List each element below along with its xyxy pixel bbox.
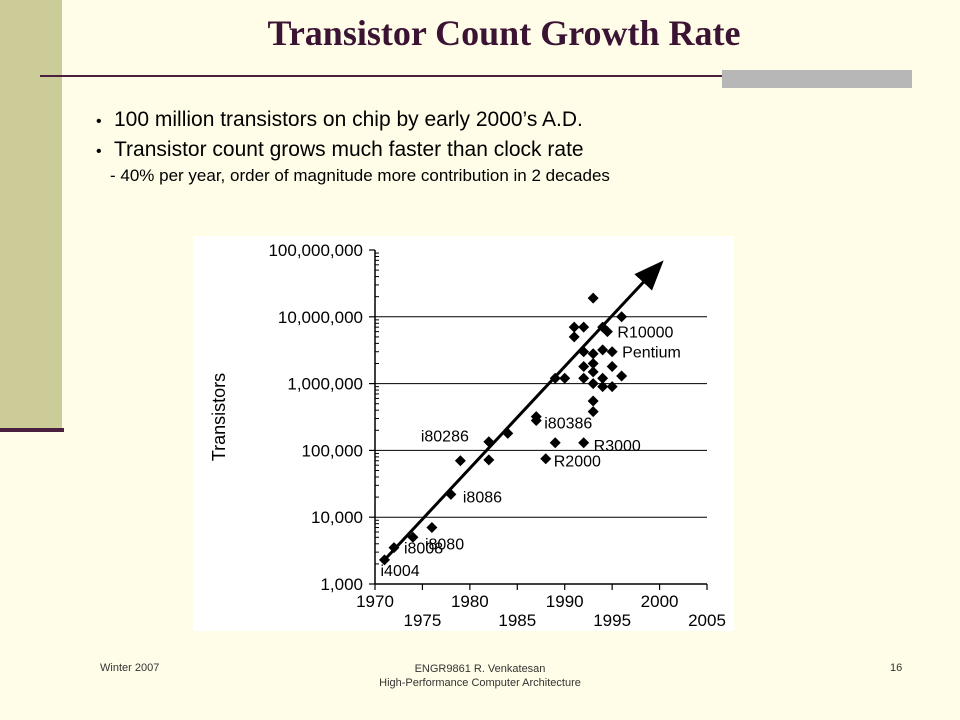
data-point bbox=[578, 346, 590, 358]
chart-panel: 1,000 10,000 100,000 1,000,000 10,000,000 100… bbox=[193, 236, 734, 631]
x-tick-label: 2000 bbox=[641, 592, 679, 611]
data-point bbox=[540, 453, 552, 465]
point-label: i8080 bbox=[425, 536, 464, 553]
footer-date: Winter 2007 bbox=[100, 662, 160, 674]
data-point bbox=[597, 372, 609, 384]
point-label: i80286 bbox=[421, 429, 469, 446]
trend-arrow bbox=[383, 260, 664, 561]
left-decor-rule bbox=[0, 428, 64, 432]
title-accent-block bbox=[722, 70, 912, 88]
footer-course-line1: ENGR9861 R. Venkatesan bbox=[414, 663, 546, 675]
data-point bbox=[587, 366, 599, 378]
data-point bbox=[549, 372, 561, 384]
data-point bbox=[426, 522, 438, 534]
point-label: R2000 bbox=[554, 454, 601, 471]
data-point bbox=[616, 311, 628, 323]
y-tick-label: 100,000 bbox=[302, 441, 363, 460]
data-point bbox=[445, 488, 457, 500]
x-tick-label: 1985 bbox=[498, 611, 536, 630]
bullet-dot: • bbox=[96, 113, 102, 130]
footer-course: ENGR9861 R. Venkatesan High-Performance … bbox=[330, 662, 630, 690]
data-point bbox=[559, 372, 571, 384]
data-point bbox=[578, 361, 590, 373]
data-point bbox=[597, 344, 609, 356]
y-tick-label: 1,000 bbox=[320, 575, 363, 594]
data-point bbox=[606, 346, 618, 358]
data-point bbox=[606, 381, 618, 393]
data-point bbox=[597, 381, 609, 393]
bullet-dot: • bbox=[96, 143, 102, 160]
bullet-item: • Transistor count grows much faster tha… bbox=[96, 138, 936, 162]
data-point bbox=[587, 406, 599, 418]
point-label: i8008 bbox=[404, 541, 443, 558]
data-point bbox=[568, 321, 580, 333]
data-point bbox=[388, 542, 400, 554]
point-label: Pentium bbox=[622, 345, 681, 362]
data-point bbox=[454, 455, 466, 467]
x-tick-label: 1970 bbox=[356, 592, 394, 611]
point-label: i8086 bbox=[463, 489, 502, 506]
sub-bullet: - 40% per year, order of magnitude more … bbox=[110, 166, 610, 185]
bullet-item: • 100 million transistors on chip by ear… bbox=[96, 108, 936, 132]
title-rule bbox=[40, 75, 912, 77]
y-tick-label: 100,000,000 bbox=[268, 241, 363, 260]
x-tick-label: 1980 bbox=[451, 592, 489, 611]
slide-title: Transistor Count Growth Rate bbox=[267, 13, 741, 53]
data-point bbox=[578, 372, 590, 384]
y-tick-label: 10,000 bbox=[311, 508, 363, 527]
x-tick-label: 1995 bbox=[593, 611, 631, 630]
data-point bbox=[578, 437, 590, 449]
data-point bbox=[483, 436, 495, 448]
data-point bbox=[530, 415, 542, 427]
point-label: i80386 bbox=[544, 416, 592, 433]
data-point bbox=[378, 554, 390, 566]
data-point bbox=[587, 395, 599, 407]
x-tick-label: 2005 bbox=[688, 611, 726, 630]
left-decor-bar bbox=[0, 0, 62, 428]
data-point bbox=[587, 357, 599, 369]
point-label: R3000 bbox=[594, 438, 641, 455]
x-tick-label: 1990 bbox=[546, 592, 584, 611]
data-point bbox=[601, 326, 613, 338]
y-tick-label: 1,000,000 bbox=[287, 375, 363, 394]
y-tick-label: 10,000,000 bbox=[278, 308, 363, 327]
point-label: R10000 bbox=[617, 325, 673, 342]
data-point bbox=[549, 437, 561, 449]
bullet-text: 100 million transistors on chip by early… bbox=[114, 108, 583, 131]
data-point bbox=[587, 378, 599, 390]
point-label: i4004 bbox=[380, 563, 419, 580]
data-point bbox=[407, 531, 419, 543]
transistor-chart: 1,000 10,000 100,000 1,000,000 10,000,000 100… bbox=[209, 241, 726, 630]
data-point bbox=[587, 348, 599, 360]
page-number: 16 bbox=[890, 662, 903, 674]
data-point bbox=[578, 321, 590, 333]
footer-course-line2: High-Performance Computer Architecture bbox=[379, 677, 581, 689]
data-point bbox=[502, 427, 514, 439]
data-point bbox=[568, 331, 580, 343]
data-point bbox=[616, 370, 628, 382]
data-point bbox=[483, 454, 495, 466]
data-point bbox=[587, 292, 599, 304]
data-point bbox=[606, 361, 618, 373]
x-tick-label: 1975 bbox=[404, 611, 442, 630]
y-axis-label: Transistors bbox=[209, 373, 229, 461]
bullet-list: • 100 million transistors on chip by ear… bbox=[96, 108, 936, 186]
bullet-text: Transistor count grows much faster than … bbox=[114, 138, 584, 161]
